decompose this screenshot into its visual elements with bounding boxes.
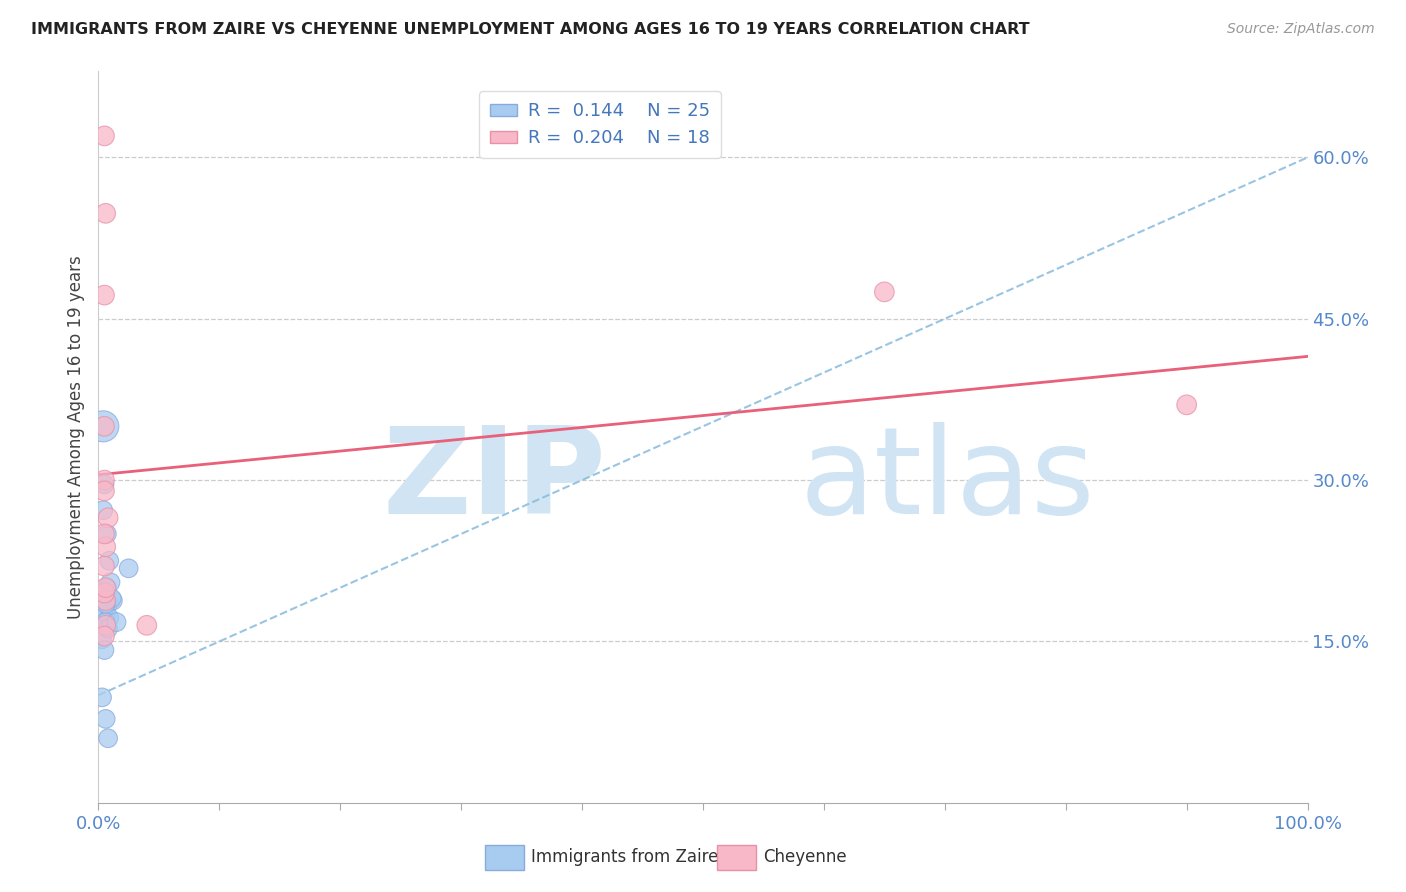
Point — [98, 611, 121, 625]
Point — [93, 477, 115, 491]
Point — [94, 597, 117, 611]
Point — [101, 593, 124, 607]
Point — [94, 618, 117, 632]
Text: atlas: atlas — [800, 423, 1095, 540]
Text: IMMIGRANTS FROM ZAIRE VS CHEYENNE UNEMPLOYMENT AMONG AGES 16 TO 19 YEARS CORRELA: IMMIGRANTS FROM ZAIRE VS CHEYENNE UNEMPL… — [31, 22, 1029, 37]
Point — [93, 629, 115, 643]
Point — [1175, 398, 1198, 412]
Point — [94, 593, 117, 607]
Point — [93, 527, 115, 541]
Point — [93, 128, 115, 143]
Point — [91, 419, 114, 434]
Point — [105, 615, 128, 629]
Point — [91, 690, 114, 705]
Point — [93, 288, 115, 302]
Point — [97, 622, 120, 636]
Text: Source: ZipAtlas.com: Source: ZipAtlas.com — [1227, 22, 1375, 37]
Text: Cheyenne: Cheyenne — [763, 848, 846, 866]
Point — [135, 618, 157, 632]
Point — [94, 615, 117, 629]
Point — [93, 643, 115, 657]
Point — [97, 731, 120, 746]
Legend: R =  0.144    N = 25, R =  0.204    N = 18: R = 0.144 N = 25, R = 0.204 N = 18 — [479, 91, 721, 158]
Point — [91, 604, 114, 618]
Point — [91, 632, 114, 647]
Point — [93, 419, 115, 434]
Point — [91, 503, 114, 517]
Point — [94, 581, 117, 595]
Point — [100, 591, 122, 606]
Point — [93, 473, 115, 487]
Point — [96, 527, 118, 541]
Point — [94, 540, 117, 554]
Point — [93, 586, 115, 600]
Y-axis label: Unemployment Among Ages 16 to 19 years: Unemployment Among Ages 16 to 19 years — [66, 255, 84, 619]
Point — [94, 607, 117, 622]
Point — [93, 559, 115, 574]
Text: Immigrants from Zaire: Immigrants from Zaire — [531, 848, 718, 866]
Point — [873, 285, 896, 299]
Point — [98, 554, 121, 568]
Point — [118, 561, 141, 575]
Text: ZIP: ZIP — [382, 423, 606, 540]
Point — [94, 712, 117, 726]
Point — [93, 483, 115, 498]
Point — [100, 575, 122, 590]
Point — [97, 597, 120, 611]
Point — [96, 581, 118, 595]
Point — [91, 593, 114, 607]
Point — [94, 206, 117, 220]
Point — [93, 586, 115, 600]
Point — [97, 510, 120, 524]
